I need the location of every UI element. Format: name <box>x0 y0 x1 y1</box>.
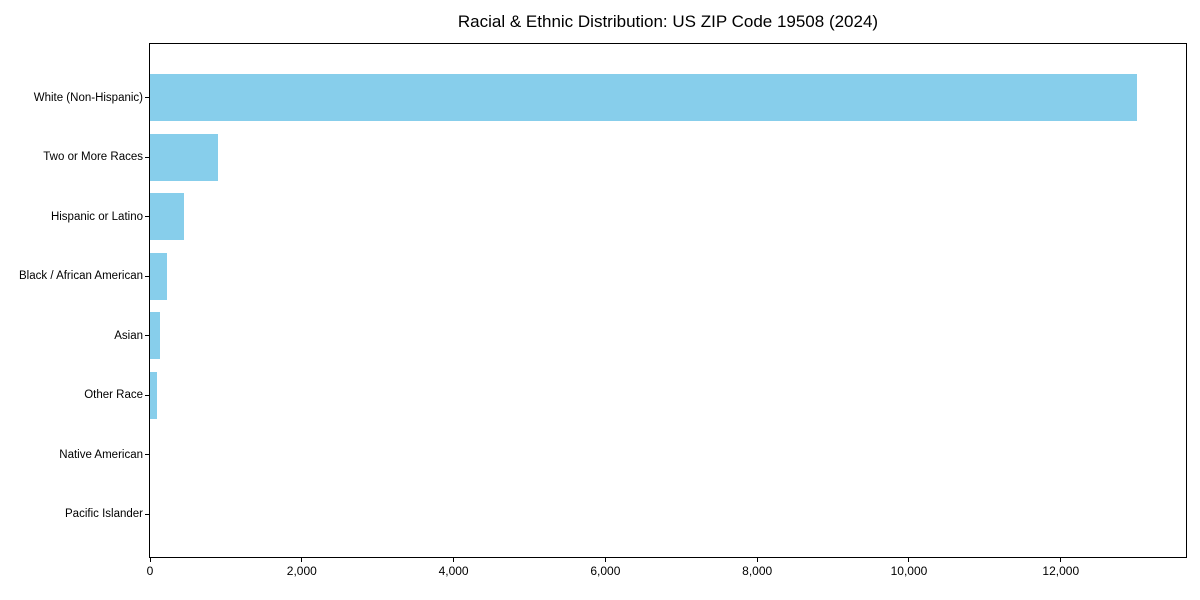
y-tick-mark <box>145 335 149 337</box>
bar-hispanic-or-latino <box>150 193 185 241</box>
bar-other-race <box>150 371 157 419</box>
x-tick-label: 10,000 <box>890 564 928 578</box>
x-tick-label: 6,000 <box>590 564 621 578</box>
category-label: Other Race <box>84 389 143 402</box>
x-tick-mark <box>453 558 455 562</box>
x-tick-mark <box>756 558 758 562</box>
x-tick-mark <box>301 558 303 562</box>
plot-area: White (Non-Hispanic) Two or More Races His… <box>19 43 1187 578</box>
y-tick-mark <box>145 216 149 218</box>
x-tick-mark <box>908 558 910 562</box>
bar-black-african-american <box>150 252 168 300</box>
x-tick-label: 8,000 <box>742 564 773 578</box>
x-tick-mark <box>149 558 151 562</box>
category-label: Native American <box>59 448 143 461</box>
x-tick-label: 2,000 <box>286 564 317 578</box>
bar-two-or-more-races <box>150 133 218 181</box>
y-tick-mark <box>145 513 149 515</box>
x-tick-mark <box>1060 558 1062 562</box>
category-label: Two or More Races <box>43 151 143 164</box>
y-tick-mark <box>145 275 149 277</box>
y-tick-mark <box>145 454 149 456</box>
x-tick-label: 4,000 <box>438 564 469 578</box>
x-tick-label: 12,000 <box>1042 564 1080 578</box>
y-tick-mark <box>145 394 149 396</box>
x-tick-label: 0 <box>146 564 154 578</box>
category-label: White (Non-Hispanic) <box>33 91 143 104</box>
category-label: Black / African American <box>19 270 143 283</box>
chart-title: Racial & Ethnic Distribution: US ZIP Cod… <box>457 12 879 31</box>
category-label: Hispanic or Latino <box>50 210 143 223</box>
y-tick-mark <box>145 156 149 158</box>
bar-asian <box>150 312 161 360</box>
x-tick-mark <box>604 558 606 562</box>
category-label: Asian <box>114 329 143 342</box>
bar-white-non-hispanic <box>150 74 1137 122</box>
y-tick-mark <box>145 97 149 99</box>
category-label: Pacific Islander <box>65 508 143 521</box>
